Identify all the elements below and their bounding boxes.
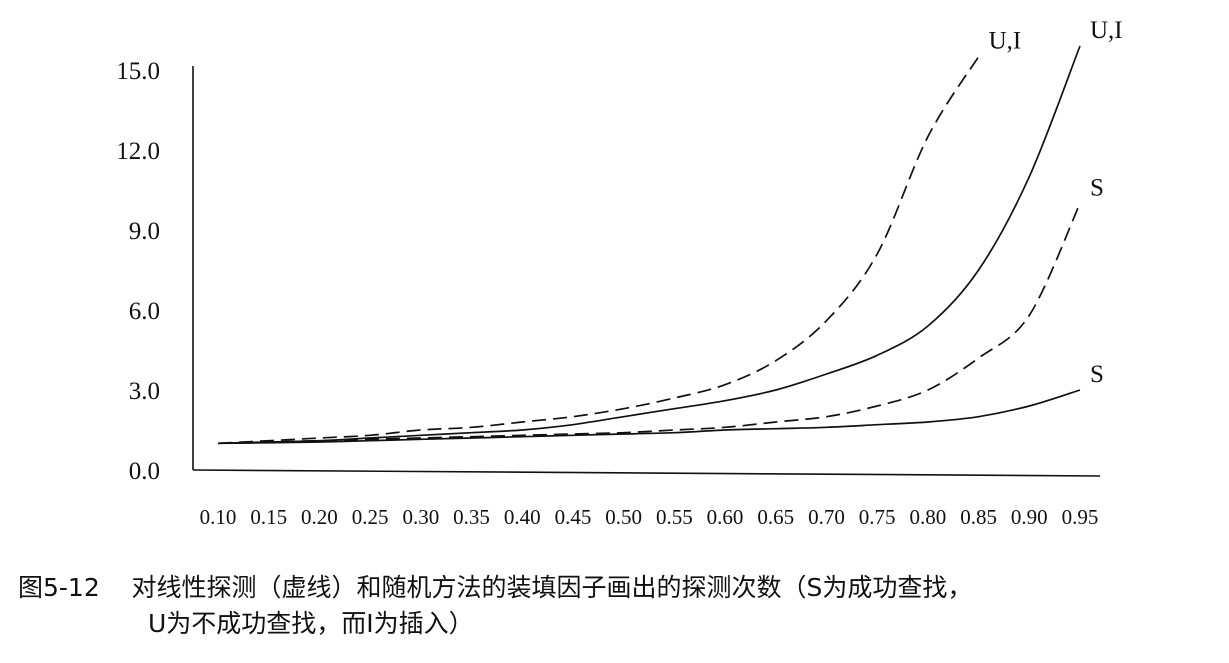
x-tick-label: 0.70 xyxy=(808,505,845,529)
x-tick-label: 0.10 xyxy=(200,505,237,529)
x-tick-label: 0.75 xyxy=(859,505,896,529)
x-tick-label: 0.35 xyxy=(453,505,490,529)
caption-line2: U为不成功查找，而I为插入） xyxy=(148,609,474,638)
y-tick-label: 0.0 xyxy=(129,458,160,485)
x-tick-label: 0.25 xyxy=(352,505,389,529)
x-tick-label: 0.90 xyxy=(1011,505,1048,529)
figure-caption: 图5-12 对线性探测（虚线）和随机方法的装填因子画出的探测次数（S为成功查找，… xyxy=(18,570,1223,642)
x-tick-label: 0.45 xyxy=(555,505,592,529)
caption-line1: 对线性探测（虚线）和随机方法的装填因子画出的探测次数（S为成功查找， xyxy=(131,573,973,602)
series-label: U,I xyxy=(989,28,1022,55)
series-line-solid-ui xyxy=(217,45,1081,445)
x-tick-label: 0.15 xyxy=(250,505,287,529)
x-tick-labels: 0.10 0.15 0.20 0.25 0.30 0.35 0.40 0.45 0.50 0.55… xyxy=(200,505,1099,529)
y-tick-label: 12.0 xyxy=(116,138,160,165)
x-tick-label: 0.55 xyxy=(656,505,693,529)
x-tick-label: 0.85 xyxy=(960,505,997,529)
x-tick-label: 0.60 xyxy=(707,505,744,529)
x-tick-label: 0.95 xyxy=(1062,505,1099,529)
axes xyxy=(192,66,1101,477)
series-line-solid-s xyxy=(217,389,1081,445)
x-tick-label: 0.30 xyxy=(402,505,439,529)
y-tick-label: 15.0 xyxy=(116,58,160,85)
x-axis-line xyxy=(192,469,1101,477)
x-tick-label: 0.20 xyxy=(301,505,338,529)
series-label: S xyxy=(1090,361,1104,388)
x-tick-label: 0.65 xyxy=(757,505,794,529)
series-line-dashed-ui xyxy=(217,56,980,445)
series-label: U,I xyxy=(1090,17,1123,44)
y-tick-label: 3.0 xyxy=(129,378,160,405)
x-tick-label: 0.50 xyxy=(605,505,642,529)
series-labels: U,I U,I S S xyxy=(989,17,1123,388)
series-lines xyxy=(217,45,1081,445)
series-line-dashed-s xyxy=(217,202,1081,445)
probe-count-chart: 0.0 3.0 6.0 9.0 12.0 15.0 0.10 0.15 0.20 0.25 0.3… xyxy=(116,17,1123,529)
y-tick-labels: 0.0 3.0 6.0 9.0 12.0 15.0 xyxy=(116,58,160,485)
x-tick-label: 0.80 xyxy=(910,505,947,529)
series-label: S xyxy=(1090,174,1104,201)
caption-label: 图5-12 xyxy=(18,573,100,602)
y-tick-label: 6.0 xyxy=(129,298,160,325)
x-tick-label: 0.40 xyxy=(504,505,541,529)
y-tick-label: 9.0 xyxy=(129,218,160,245)
